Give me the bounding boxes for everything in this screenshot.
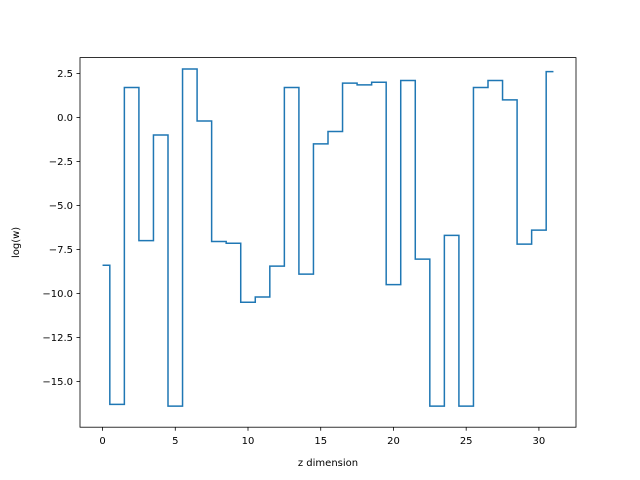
x-axis-label: z dimension: [298, 458, 358, 469]
x-tick-label: 5: [172, 436, 178, 447]
plot-frame: [79, 57, 577, 428]
y-tick-label: 2.5: [57, 69, 73, 80]
y-axis-ticks: 2.5 0.0 −2.5 −5.0 −7.5 −10.0 −12.5 −15.0: [42, 69, 80, 388]
x-tick-label: 0: [99, 436, 105, 447]
x-tick-label: 15: [314, 436, 327, 447]
x-tick-label: 20: [387, 436, 400, 447]
y-tick-label: −12.5: [42, 333, 73, 344]
x-tick-label: 25: [460, 436, 473, 447]
x-axis-ticks: 0 5 10 15 20 25 30: [99, 427, 545, 447]
y-tick-label: −2.5: [49, 157, 73, 168]
y-tick-label: −7.5: [49, 245, 73, 256]
y-tick-label: −5.0: [49, 201, 73, 212]
y-tick-label: −10.0: [42, 289, 73, 300]
y-axis-label: log(w): [11, 227, 22, 258]
x-tick-label: 10: [242, 436, 255, 447]
y-tick-label: −15.0: [42, 377, 73, 388]
series-step-line: [102, 68, 554, 407]
x-tick-label: 30: [533, 436, 546, 447]
y-tick-label: 0.0: [57, 113, 73, 124]
